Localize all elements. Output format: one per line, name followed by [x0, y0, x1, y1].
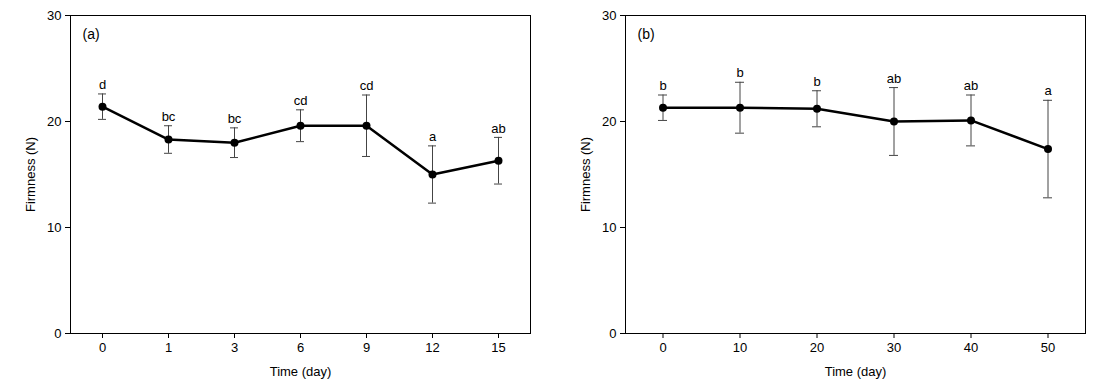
svg-text:10: 10: [733, 340, 747, 355]
svg-text:0: 0: [54, 326, 61, 341]
svg-text:20: 20: [602, 114, 616, 129]
svg-text:bc: bc: [162, 109, 176, 124]
svg-text:0: 0: [659, 340, 666, 355]
svg-text:Firmness (N): Firmness (N): [578, 137, 593, 212]
svg-text:3: 3: [231, 340, 238, 355]
svg-text:9: 9: [363, 340, 370, 355]
svg-text:ab: ab: [491, 121, 505, 136]
svg-text:50: 50: [1041, 340, 1055, 355]
svg-text:20: 20: [810, 340, 824, 355]
svg-text:12: 12: [425, 340, 439, 355]
svg-text:40: 40: [964, 340, 978, 355]
svg-text:Time (day): Time (day): [825, 364, 887, 379]
svg-text:d: d: [99, 77, 106, 92]
svg-text:(b): (b): [638, 26, 655, 42]
svg-text:Firmness (N): Firmness (N): [23, 137, 38, 212]
svg-text:10: 10: [602, 220, 616, 235]
svg-text:30: 30: [47, 8, 61, 23]
svg-text:6: 6: [297, 340, 304, 355]
svg-text:b: b: [813, 74, 820, 89]
svg-text:20: 20: [47, 114, 61, 129]
svg-text:cd: cd: [360, 78, 374, 93]
svg-text:0: 0: [99, 340, 106, 355]
svg-text:ab: ab: [887, 71, 901, 86]
svg-text:15: 15: [491, 340, 505, 355]
svg-text:10: 10: [47, 220, 61, 235]
svg-text:Time (day): Time (day): [270, 364, 332, 379]
svg-text:ab: ab: [964, 78, 978, 93]
svg-text:b: b: [736, 65, 743, 80]
svg-text:(a): (a): [83, 26, 100, 42]
svg-text:0: 0: [609, 326, 616, 341]
svg-text:30: 30: [887, 340, 901, 355]
svg-text:a: a: [1044, 83, 1052, 98]
svg-text:1: 1: [165, 340, 172, 355]
svg-text:30: 30: [602, 8, 616, 23]
svg-text:a: a: [429, 129, 437, 144]
svg-text:bc: bc: [228, 111, 242, 126]
svg-text:cd: cd: [294, 93, 308, 108]
svg-text:b: b: [659, 78, 666, 93]
